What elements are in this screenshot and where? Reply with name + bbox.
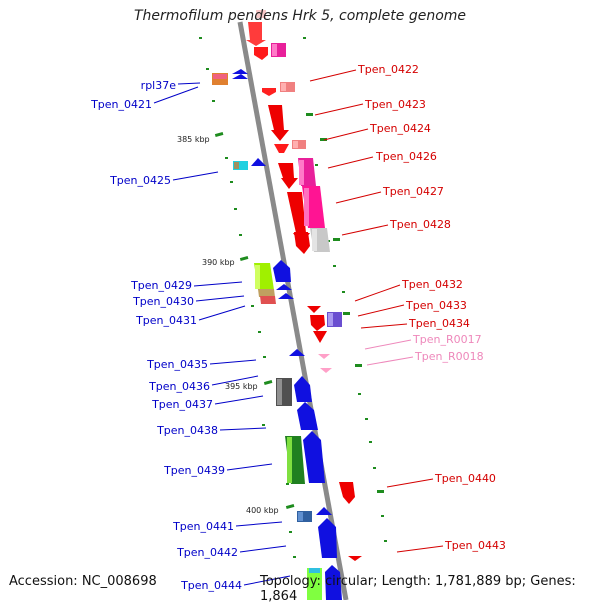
label-tpen-0436[interactable]: Tpen_0436 bbox=[148, 380, 210, 393]
gene-tpen-0423-arrow[interactable] bbox=[262, 88, 276, 96]
gene-tpen-r0017-arrow[interactable] bbox=[318, 354, 330, 359]
gene-tpen-0434-arrow[interactable] bbox=[313, 331, 327, 343]
gene-tpen-0427-arrow[interactable] bbox=[287, 192, 310, 245]
label-tpen-0431[interactable]: Tpen_0431 bbox=[135, 314, 197, 327]
gene-tpen-0422-shade bbox=[272, 44, 277, 56]
gene-tpen-0424-arrow[interactable] bbox=[268, 105, 289, 141]
label-tpen-0440[interactable]: Tpen_0440 bbox=[434, 472, 496, 485]
label-tpen-0434[interactable]: Tpen_0434 bbox=[408, 317, 470, 330]
genome-backbone bbox=[237, 21, 349, 600]
gene-tpen-0425-shade bbox=[234, 162, 239, 169]
label-tpen-0444[interactable]: Tpen_0444 bbox=[180, 579, 242, 592]
label-tpen-r0018[interactable]: Tpen_R0018 bbox=[414, 350, 484, 363]
accession-text: Accession: NC_008698 bbox=[9, 574, 157, 589]
gene-tpen-0437-shade bbox=[277, 379, 282, 405]
gene-tpen-0428-shade bbox=[312, 229, 317, 251]
label-tpen-0427[interactable]: Tpen_0427 bbox=[382, 185, 444, 198]
gene-tpen-0438-arrow[interactable] bbox=[297, 402, 318, 430]
label-rpl37e[interactable]: rpl37e bbox=[141, 79, 177, 92]
label-tpen-0432[interactable]: Tpen_0432 bbox=[401, 278, 463, 291]
gene-tpen-0435-arrow[interactable] bbox=[289, 349, 305, 356]
label-tpen-0421[interactable]: Tpen_0421 bbox=[90, 98, 152, 111]
gene-tpen-0426-arrow[interactable] bbox=[278, 163, 298, 189]
gene-tpen-0444-shade bbox=[309, 568, 320, 573]
label-tpen-0443[interactable]: Tpen_0443 bbox=[444, 539, 506, 552]
scale-label-400: 400 kbp bbox=[246, 506, 279, 515]
gene-tpen-0425-arrow[interactable] bbox=[251, 158, 266, 166]
gene-tpen-0441-shade bbox=[298, 512, 303, 521]
gene-tpen-0423-box[interactable] bbox=[280, 82, 295, 92]
label-tpen-0422[interactable]: Tpen_0422 bbox=[357, 63, 419, 76]
label-tpen-0429[interactable]: Tpen_0429 bbox=[130, 279, 192, 292]
gene-top-pink[interactable] bbox=[256, 10, 266, 18]
label-tpen-0426[interactable]: Tpen_0426 bbox=[375, 150, 437, 163]
gene-tpen-0425-box[interactable] bbox=[233, 161, 248, 170]
gene-tpen-0424b-arrow[interactable] bbox=[274, 144, 289, 153]
gene-tpen-0443-arrow[interactable] bbox=[348, 556, 362, 561]
gene-tpen-0427-shade bbox=[304, 188, 309, 226]
leader-lines-right bbox=[309, 69, 444, 553]
label-tpen-0438[interactable]: Tpen_0438 bbox=[156, 424, 218, 437]
gene-tpen-0428-arrow[interactable] bbox=[294, 232, 310, 254]
label-tpen-0424[interactable]: Tpen_0424 bbox=[369, 122, 431, 135]
gene-tpen-0444-arrow[interactable] bbox=[325, 565, 342, 600]
gene-labels-left: rpl37e Tpen_0421 Tpen_0425 Tpen_0429 Tpe… bbox=[90, 79, 242, 592]
label-tpen-0441[interactable]: Tpen_0441 bbox=[172, 520, 234, 533]
gene-tpen-0431-arrow[interactable] bbox=[278, 293, 294, 299]
gene-labels-right: Tpen_0422 Tpen_0423 Tpen_0424 Tpen_0426 … bbox=[357, 63, 506, 552]
label-tpen-r0017[interactable]: Tpen_R0017 bbox=[412, 333, 482, 346]
gene-tpen-0441-box[interactable] bbox=[297, 511, 312, 522]
label-tpen-0425[interactable]: Tpen_0425 bbox=[109, 174, 171, 187]
gene-tpen-0441-arrow[interactable] bbox=[316, 507, 332, 515]
scale-label-390: 390 kbp bbox=[202, 258, 235, 267]
gene-tpen-0439-shade bbox=[287, 437, 292, 483]
reverse-genes bbox=[212, 69, 342, 600]
gene-tpen-0426-shade bbox=[299, 160, 304, 185]
label-tpen-0439[interactable]: Tpen_0439 bbox=[163, 464, 225, 477]
label-tpen-0437[interactable]: Tpen_0437 bbox=[151, 398, 213, 411]
gene-tpen-0429-shade bbox=[255, 265, 260, 289]
gene-tpen-0439-arrow[interactable] bbox=[303, 431, 325, 483]
gene-top-fragment[interactable] bbox=[246, 22, 266, 46]
gene-tpen-0430-arrow[interactable] bbox=[276, 284, 292, 290]
gene-tpen-0440-arrow[interactable] bbox=[339, 482, 355, 504]
gene-tpen-0429-arrow[interactable] bbox=[273, 260, 291, 282]
leader-lines-left bbox=[153, 82, 291, 586]
scale-ticks bbox=[214, 113, 384, 509]
scale-label-395: 395 kbp bbox=[225, 382, 258, 391]
scale-label-385: 385 kbp bbox=[177, 135, 210, 144]
label-tpen-0435[interactable]: Tpen_0435 bbox=[146, 358, 208, 371]
gene-tpen-0431-box[interactable] bbox=[260, 296, 276, 304]
label-tpen-0430[interactable]: Tpen_0430 bbox=[132, 295, 194, 308]
gene-tpen-0424-shade bbox=[293, 141, 298, 148]
gene-tpen-0430-box[interactable] bbox=[258, 289, 275, 297]
gene-rpl37e-shade bbox=[213, 74, 227, 79]
gene-tpen-r0018-arrow[interactable] bbox=[320, 368, 332, 373]
gene-tpen-0433-shade bbox=[328, 313, 333, 326]
gene-tpen-0433-arrow[interactable] bbox=[310, 315, 325, 331]
forward-genes bbox=[246, 10, 362, 561]
gene-tpen-0423-shade bbox=[281, 83, 286, 91]
leader-lines-rna bbox=[364, 339, 414, 366]
map-title: Thermofilum pendens Hrk 5, complete geno… bbox=[133, 8, 467, 24]
gene-tpen-0424-box[interactable] bbox=[292, 140, 306, 149]
label-tpen-0433[interactable]: Tpen_0433 bbox=[405, 299, 467, 312]
label-tpen-0428[interactable]: Tpen_0428 bbox=[389, 218, 451, 231]
label-tpen-0442[interactable]: Tpen_0442 bbox=[176, 546, 238, 559]
gene-tpen-0444-box[interactable] bbox=[307, 568, 322, 600]
gene-tpen-0421-arrow[interactable] bbox=[232, 69, 248, 74]
gene-tpen-0436-arrow[interactable] bbox=[294, 376, 312, 402]
label-tpen-0423[interactable]: Tpen_0423 bbox=[364, 98, 426, 111]
gene-tpen-0432-arrow[interactable] bbox=[307, 306, 321, 313]
gene-tpen-0421b-arrow[interactable] bbox=[232, 74, 248, 79]
gene-tpen-0422-body[interactable] bbox=[254, 47, 268, 60]
gene-tpen-0442-arrow[interactable] bbox=[318, 518, 337, 558]
